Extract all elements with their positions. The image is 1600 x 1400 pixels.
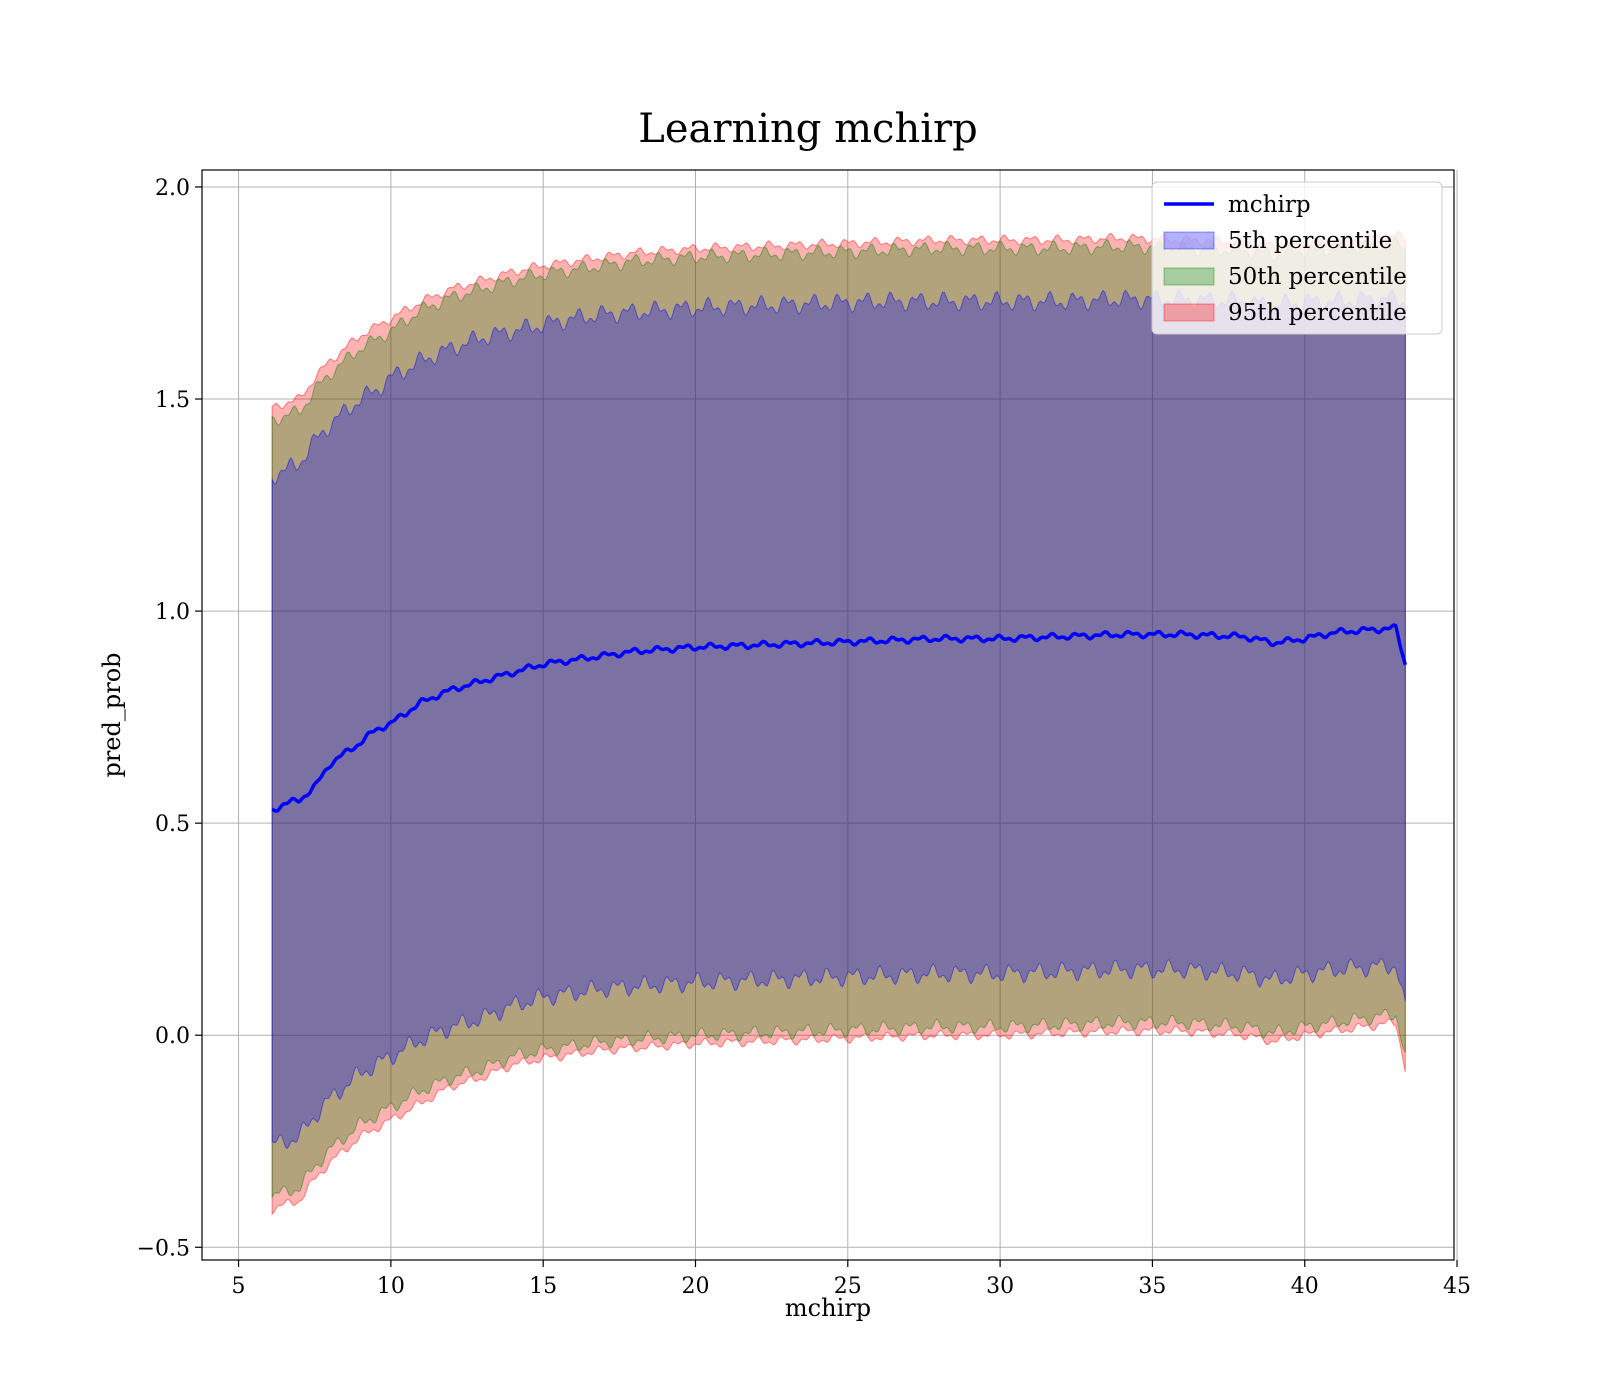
band-5th-percentile: [271, 288, 1406, 1150]
legend: mchirp 5th percentile 50th percentile 95th …: [1151, 181, 1443, 335]
legend-swatch-patch: [1163, 303, 1215, 322]
legend-label: mchirp: [1228, 192, 1311, 218]
x-axis-ticks: 5 10 15 20 25 30 35 40 45: [232, 1260, 1471, 1299]
chart-title: Learning mchirp: [638, 106, 977, 152]
x-tick-label: 30: [986, 1274, 1014, 1299]
x-tick-label: 35: [1138, 1274, 1166, 1299]
y-axis-ticks: −0.5 0.0 0.5 1.0 1.5 2.0: [137, 176, 202, 1261]
x-tick-label: 5: [232, 1274, 246, 1299]
legend-swatch-patch: [1163, 267, 1215, 286]
percentile-bands: [271, 231, 1406, 1216]
band-95th-percentile: [271, 231, 1406, 1216]
plot-area: [201, 169, 1458, 1261]
y-tick-label: 1.5: [155, 388, 190, 413]
y-axis-label: pred_prob: [98, 652, 126, 777]
x-tick-label: 40: [1291, 1274, 1319, 1299]
band-50th-percentile: [271, 236, 1406, 1198]
series: [271, 623, 1407, 813]
legend-label: 50th percentile: [1228, 264, 1407, 290]
x-tick-label: 20: [681, 1274, 709, 1299]
plot-frame: [201, 169, 1455, 1261]
legend-box: [1151, 181, 1443, 335]
x-axis-label: mchirp: [785, 1294, 871, 1322]
grid: [202, 170, 1458, 1260]
y-tick-label: 0.5: [155, 812, 190, 837]
x-tick-label: 10: [377, 1274, 405, 1299]
x-tick-label: 45: [1443, 1274, 1471, 1299]
y-tick-label: 2.0: [155, 176, 190, 201]
y-tick-label: 0.0: [155, 1024, 190, 1049]
legend-label: 95th percentile: [1228, 300, 1407, 326]
series-line-mchirp: [271, 623, 1407, 813]
x-tick-label: 15: [529, 1274, 557, 1299]
y-tick-label: 1.0: [155, 600, 190, 625]
x-tick-label: 25: [834, 1274, 862, 1299]
plot-background: [202, 170, 1454, 1260]
legend-label: 5th percentile: [1228, 228, 1392, 254]
legend-swatch-patch: [1163, 231, 1215, 250]
y-tick-label: −0.5: [137, 1236, 190, 1261]
